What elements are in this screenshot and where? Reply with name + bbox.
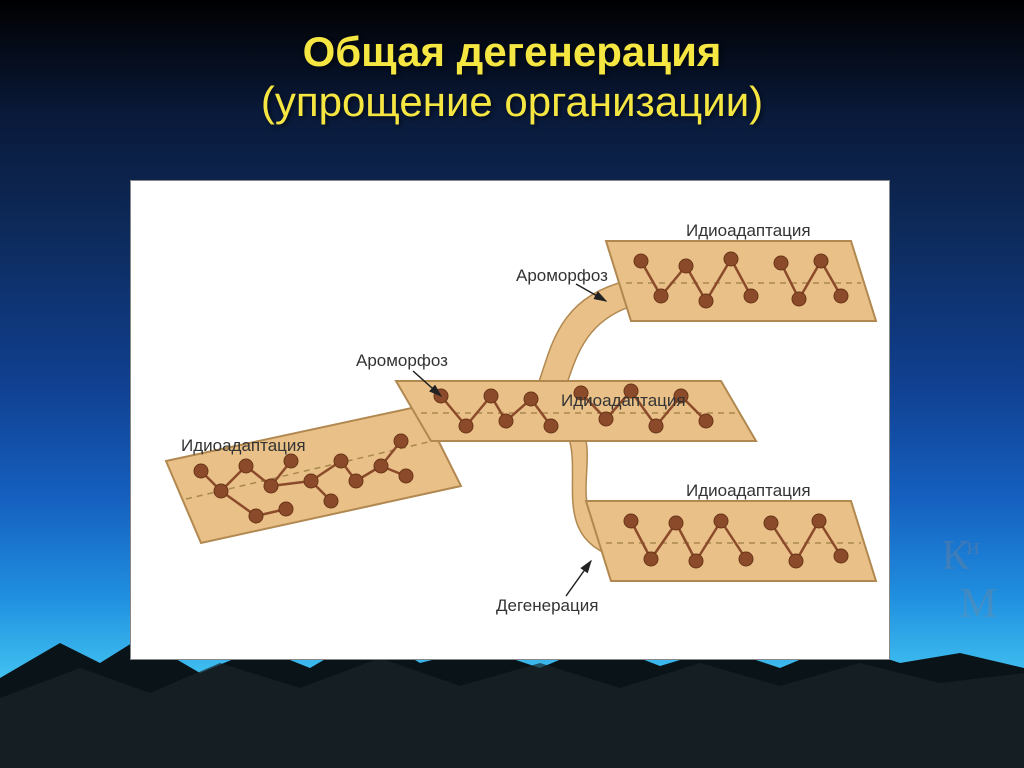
svg-text:Ароморфоз: Ароморфоз — [356, 351, 448, 370]
title-main: Общая дегенерация — [0, 28, 1024, 76]
slide-title: Общая дегенерация (упрощение организации… — [0, 0, 1024, 126]
svg-text:Идиоадаптация: Идиоадаптация — [686, 481, 811, 500]
svg-text:Идиоадаптация: Идиоадаптация — [686, 221, 811, 240]
svg-text:Идиоадаптация: Идиоадаптация — [181, 436, 306, 455]
watermark-m: М — [960, 581, 994, 627]
title-sub: (упрощение организации) — [0, 78, 1024, 126]
evolution-diagram: Идиоадаптация Идиоадаптация Идиоадаптация И… — [130, 180, 890, 660]
watermark-k: К — [942, 533, 967, 579]
watermark-i: и — [967, 534, 977, 560]
svg-text:Дегенерация: Дегенерация — [496, 596, 598, 615]
watermark: Ки М — [942, 532, 994, 628]
svg-text:Ароморфоз: Ароморфоз — [516, 266, 608, 285]
svg-text:Идиоадаптация: Идиоадаптация — [561, 391, 686, 410]
